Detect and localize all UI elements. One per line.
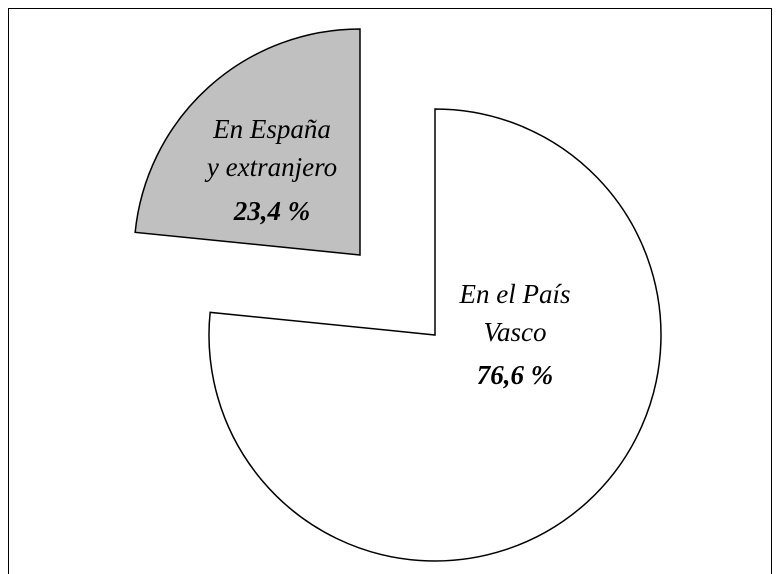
chart-frame — [8, 8, 772, 574]
slice-label: En el País Vasco — [459, 279, 571, 347]
pie-slice — [134, 28, 361, 256]
value-label: 23,4 % — [233, 196, 311, 226]
value-label: 76,6 % — [476, 360, 554, 390]
pie-slice — [208, 108, 662, 562]
slice-label: En España y extranjero — [206, 114, 338, 182]
